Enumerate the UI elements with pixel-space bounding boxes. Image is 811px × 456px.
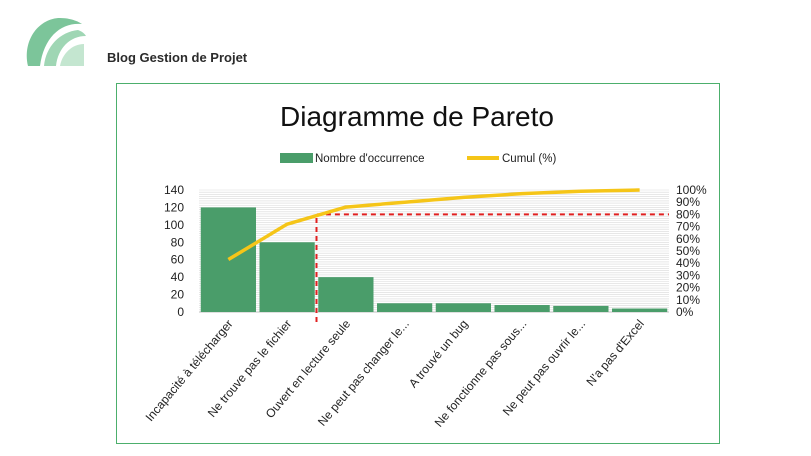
y-left-tick-label: 0 xyxy=(177,305,184,319)
legend-label-bars: Nombre d'occurrence xyxy=(315,153,425,165)
y-right-tick-label: 90% xyxy=(676,195,700,209)
y-right-tick-label: 30% xyxy=(676,268,700,282)
chart-title: Diagramme de Pareto xyxy=(280,101,554,132)
y-right-tick-label: 0% xyxy=(676,305,694,319)
y-right-tick-label: 20% xyxy=(676,281,700,295)
bar xyxy=(553,305,609,312)
y-left-tick-label: 100 xyxy=(164,218,184,232)
bar xyxy=(200,207,256,312)
chart-frame: Diagramme de Pareto Nombre d'occurrence … xyxy=(116,83,720,444)
y-right-tick-label: 80% xyxy=(676,207,700,221)
y-axis-right: 0%10%20%30%40%50%60%70%80%90%100% xyxy=(676,183,707,319)
brand-name: Blog Gestion de Projet xyxy=(107,50,248,65)
threshold-line xyxy=(315,213,669,322)
legend: Nombre d'occurrence Cumul (%) xyxy=(280,153,556,165)
y-right-tick-label: 70% xyxy=(676,220,700,234)
y-left-tick-label: 20 xyxy=(171,288,185,302)
y-right-tick-label: 50% xyxy=(676,244,700,258)
bars xyxy=(200,207,668,312)
bar xyxy=(259,242,315,312)
legend-label-line: Cumul (%) xyxy=(502,153,556,165)
x-tick-label: N'a pas d'Excel xyxy=(584,317,647,389)
y-right-tick-label: 40% xyxy=(676,256,700,270)
y-left-tick-label: 60 xyxy=(171,253,185,267)
brand-logo: Blog Gestion de Projet xyxy=(22,14,252,74)
y-left-tick-label: 40 xyxy=(171,270,185,284)
threshold-path xyxy=(315,213,669,322)
bar xyxy=(612,308,668,312)
y-right-tick-label: 100% xyxy=(676,183,707,197)
y-right-tick-label: 10% xyxy=(676,293,700,307)
bar xyxy=(318,277,374,312)
y-left-tick-label: 80 xyxy=(171,235,185,249)
bar xyxy=(377,303,433,312)
x-tick-label: A trouvé un bug xyxy=(406,317,471,390)
bar xyxy=(494,305,550,312)
legend-swatch-bars xyxy=(280,153,313,163)
y-right-tick-label: 60% xyxy=(676,232,700,246)
bar xyxy=(435,303,491,312)
y-left-tick-label: 120 xyxy=(164,200,184,214)
pareto-chart: Diagramme de Pareto Nombre d'occurrence … xyxy=(143,101,707,430)
brand-logo-icon xyxy=(26,18,86,66)
cumulative-series-line xyxy=(227,188,640,262)
y-axis-left: 0 20 40 60 80 100 120 140 xyxy=(164,183,184,319)
y-left-tick-label: 140 xyxy=(164,183,184,197)
cumulative-line xyxy=(227,188,640,262)
